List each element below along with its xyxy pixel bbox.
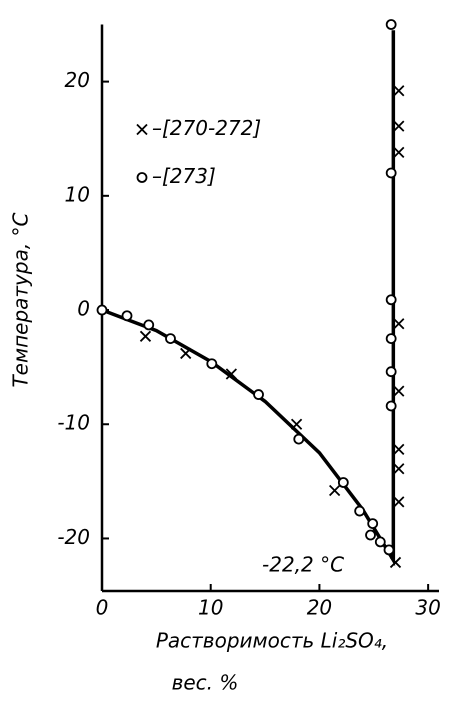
circle-marker (253, 389, 264, 400)
legend-label: –[273] (152, 164, 216, 188)
cross-marker (393, 146, 405, 159)
cross-marker (393, 85, 405, 97)
circle-marker (385, 294, 397, 306)
circle-marker (385, 333, 397, 344)
circle-marker (385, 19, 397, 30)
circle-marker (385, 400, 397, 412)
y-tick-label: -10 (57, 411, 90, 435)
y-axis-label: Температура, °С (9, 212, 33, 387)
circle-marker (337, 477, 349, 488)
cross-marker (393, 120, 405, 132)
x-tick-label: 30 (415, 596, 440, 620)
cross-marker (393, 318, 405, 330)
x-tick-label: 20 (307, 596, 332, 620)
circle-marker (206, 358, 218, 370)
x-axis-label: Растворимость Li₂SO₄, (156, 629, 388, 653)
circle-marker (354, 505, 366, 517)
legend-label: –[270-272] (152, 116, 261, 140)
cross-marker (329, 484, 341, 497)
legend-marker (136, 123, 148, 136)
circle-marker (367, 518, 379, 530)
y-tick-label: 20 (65, 68, 90, 92)
cross-marker (389, 556, 402, 569)
circle-marker (385, 366, 397, 378)
circle-marker (385, 167, 397, 179)
cross-marker (225, 368, 238, 380)
circle-marker (143, 319, 155, 331)
circle-marker (365, 529, 376, 541)
circle-marker (374, 536, 386, 548)
cross-marker (290, 418, 303, 430)
y-tick-label: -20 (57, 525, 90, 549)
y-tick-label: 10 (65, 182, 90, 206)
y-tick-label: 0 (77, 297, 90, 321)
circle-marker (383, 544, 395, 556)
x-tick-label: 0 (96, 596, 109, 620)
cross-marker (393, 496, 405, 508)
cross-marker (393, 463, 405, 475)
cross-marker (139, 330, 152, 342)
circle-marker (165, 333, 176, 344)
circle-marker (96, 304, 108, 316)
x-axis-label: вес. % (172, 671, 239, 695)
circle-marker (293, 433, 305, 445)
annotation: -22,2 °С (262, 553, 344, 577)
circle-marker (121, 310, 133, 322)
cross-marker (180, 347, 192, 360)
cross-marker (393, 443, 405, 456)
legend-marker (136, 172, 148, 183)
cross-marker (393, 385, 405, 397)
curve (101, 30, 396, 567)
x-tick-label: 10 (198, 596, 223, 620)
